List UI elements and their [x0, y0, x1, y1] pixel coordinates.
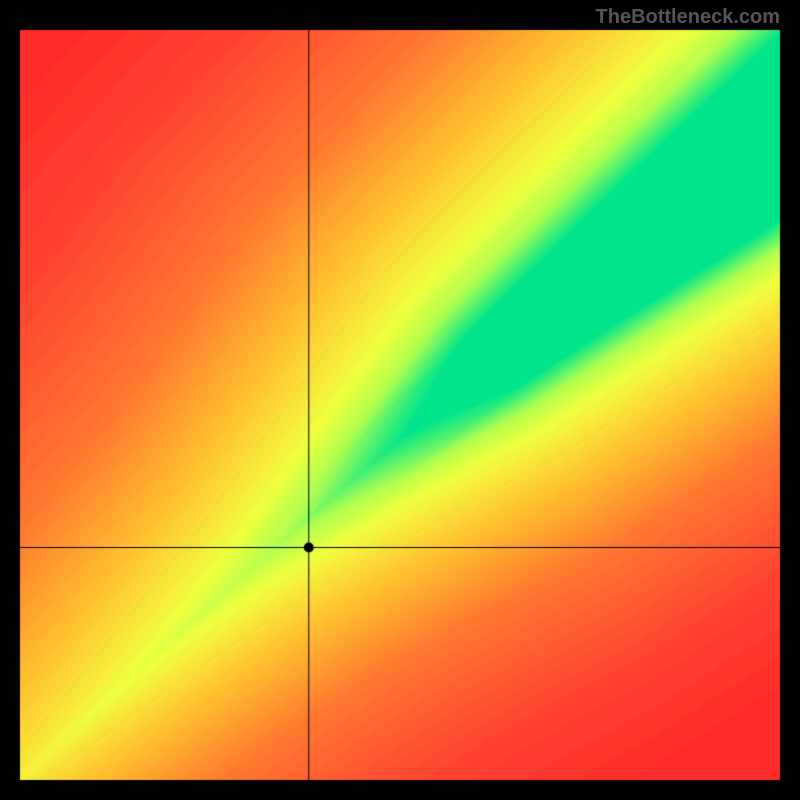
chart-container: TheBottleneck.com: [0, 0, 800, 800]
heatmap-canvas: [0, 0, 800, 800]
watermark-text: TheBottleneck.com: [596, 6, 780, 29]
